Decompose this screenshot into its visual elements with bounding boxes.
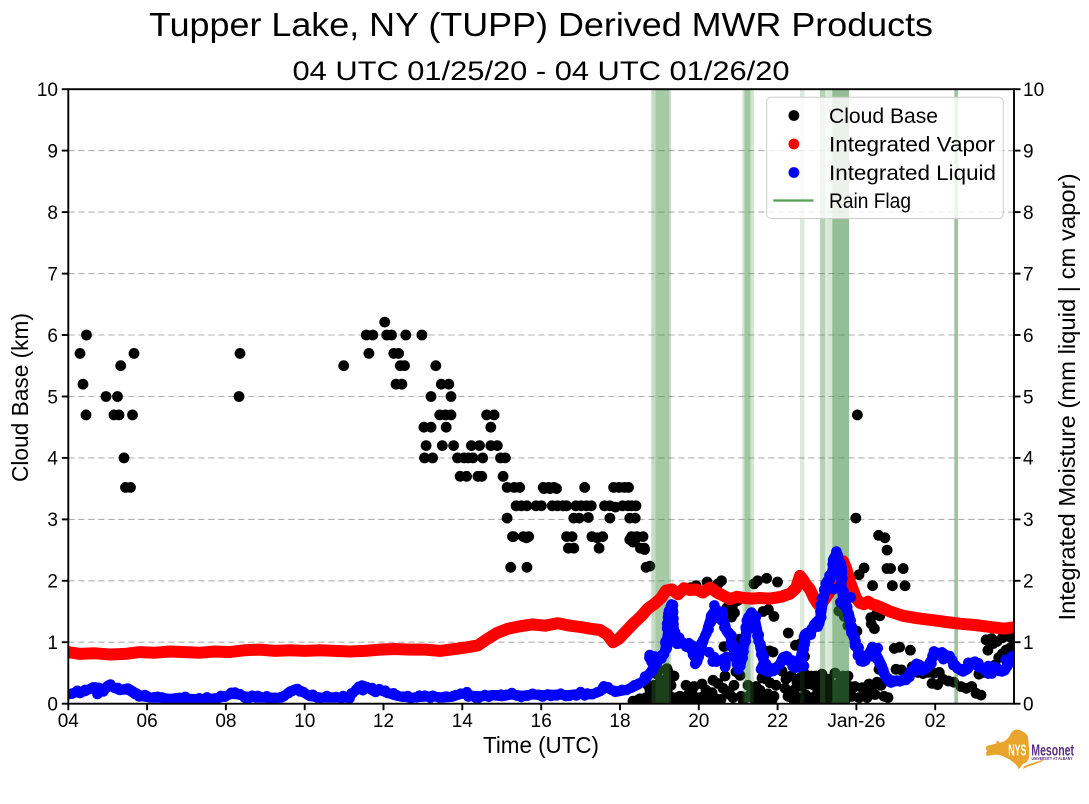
svg-text:02: 02 — [925, 711, 946, 732]
svg-text:08: 08 — [215, 711, 236, 732]
svg-text:10: 10 — [1023, 80, 1044, 101]
svg-text:2: 2 — [47, 572, 58, 593]
svg-text:5: 5 — [47, 387, 58, 408]
svg-text:6: 6 — [47, 326, 58, 347]
svg-text:04: 04 — [58, 711, 80, 732]
svg-text:04 UTC 01/25/20 - 04 UTC 01/26: 04 UTC 01/25/20 - 04 UTC 01/26/20 — [293, 56, 790, 86]
svg-text:14: 14 — [452, 711, 474, 732]
svg-text:Cloud Base: Cloud Base — [829, 105, 938, 128]
svg-text:Rain Flag: Rain Flag — [829, 190, 911, 213]
svg-text:6: 6 — [1023, 326, 1034, 347]
svg-text:3: 3 — [47, 510, 58, 531]
svg-text:Jan-26: Jan-26 — [827, 711, 885, 732]
svg-text:16: 16 — [531, 711, 552, 732]
svg-text:7: 7 — [1023, 264, 1034, 285]
svg-text:Integrated Vapor: Integrated Vapor — [829, 133, 995, 156]
svg-text:10: 10 — [37, 80, 58, 101]
svg-text:4: 4 — [1023, 449, 1034, 470]
svg-text:1: 1 — [1023, 633, 1034, 654]
svg-text:Tupper Lake, NY (TUPP) Derived: Tupper Lake, NY (TUPP) Derived MWR Produ… — [149, 6, 933, 43]
svg-text:UNIVERSITY AT ALBANY: UNIVERSITY AT ALBANY — [1032, 756, 1073, 761]
svg-text:4: 4 — [47, 449, 58, 470]
svg-text:10: 10 — [294, 711, 315, 732]
svg-text:20: 20 — [688, 711, 709, 732]
svg-text:Mesonet: Mesonet — [1031, 742, 1074, 759]
svg-text:18: 18 — [609, 711, 630, 732]
svg-text:Cloud Base (km): Cloud Base (km) — [7, 313, 33, 482]
svg-text:3: 3 — [1023, 510, 1034, 531]
svg-text:8: 8 — [1023, 203, 1034, 224]
svg-text:12: 12 — [373, 711, 394, 732]
svg-text:9: 9 — [47, 141, 58, 162]
svg-text:5: 5 — [1023, 387, 1034, 408]
svg-text:9: 9 — [1023, 141, 1034, 162]
svg-text:06: 06 — [137, 711, 158, 732]
svg-text:22: 22 — [767, 711, 788, 732]
svg-text:8: 8 — [47, 203, 58, 224]
svg-text:Integrated Moisture (mm liquid: Integrated Moisture (mm liquid | cm vapo… — [1054, 174, 1080, 621]
svg-text:0: 0 — [1023, 695, 1034, 716]
svg-text:2: 2 — [1023, 572, 1034, 593]
svg-text:Integrated Liquid: Integrated Liquid — [829, 162, 996, 185]
svg-text:Time (UTC): Time (UTC) — [483, 732, 599, 758]
svg-text:NYS: NYS — [1008, 742, 1026, 759]
svg-text:0: 0 — [47, 695, 58, 716]
svg-text:7: 7 — [47, 264, 58, 285]
svg-text:1: 1 — [47, 633, 58, 654]
